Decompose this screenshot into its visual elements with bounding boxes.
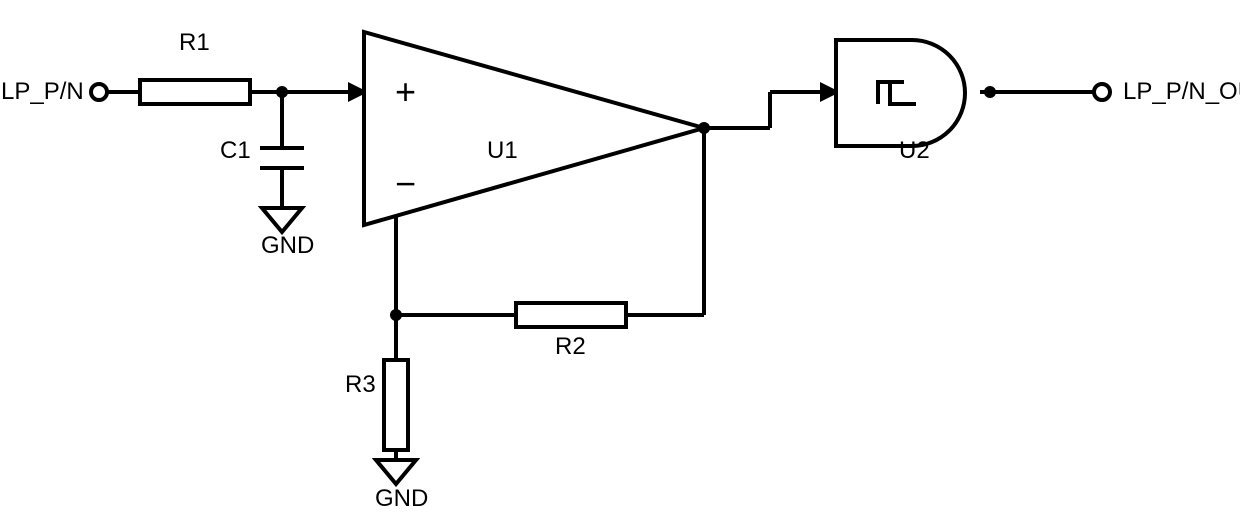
node-feedback — [390, 309, 402, 321]
node-rc — [276, 86, 288, 98]
label-gnd2: GND — [375, 485, 428, 512]
label-r2: R2 — [555, 333, 586, 360]
terminal-in — [91, 84, 107, 100]
opamp-minus-symbol: − — [395, 163, 416, 204]
resistor-r3 — [384, 360, 408, 450]
label-out: LP_P/N_OUT — [1123, 78, 1240, 105]
label-u2: U2 — [899, 137, 930, 164]
label-r3: R3 — [345, 371, 376, 398]
gnd-icon-2 — [376, 460, 416, 484]
label-u1: U1 — [487, 137, 518, 164]
opamp-plus-symbol: + — [395, 71, 416, 112]
node-u2-out — [984, 86, 996, 98]
label-r1: R1 — [179, 29, 210, 56]
node-u1-out — [698, 122, 710, 134]
capacitor-c1 — [260, 148, 304, 168]
resistor-r2 — [516, 303, 626, 327]
gnd-icon-1 — [262, 208, 302, 232]
label-in: LP_P/N — [1, 78, 84, 105]
label-gnd1: GND — [261, 232, 314, 259]
buffer-u2 — [836, 40, 965, 146]
resistor-r1 — [140, 80, 250, 104]
terminal-out — [1094, 84, 1110, 100]
label-c1: C1 — [220, 137, 251, 164]
